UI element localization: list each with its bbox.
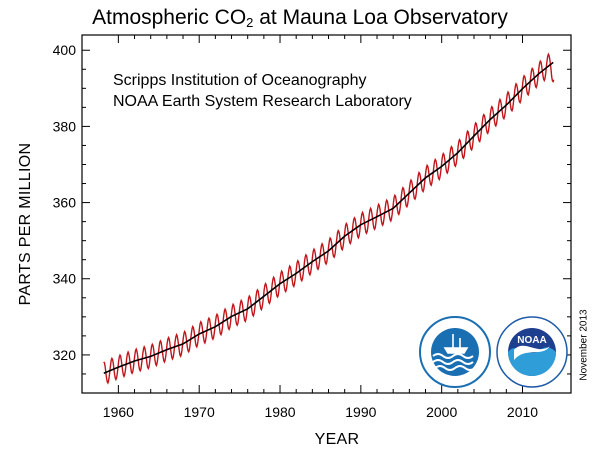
title-rest: at Mauna Loa Observatory (253, 6, 508, 29)
credit-line-2: NOAA Earth System Research Laboratory (113, 93, 412, 110)
chart-title: Atmospheric CO2 at Mauna Loa Observatory (0, 6, 600, 30)
x-axis-label: YEAR (314, 431, 360, 448)
plot-frame (81, 34, 572, 394)
noaa-logo-text: NOAA (517, 335, 546, 346)
y-tick-label: 320 (53, 347, 77, 363)
scripps-logo-ship (443, 334, 469, 354)
scripps-logo (419, 316, 491, 388)
x-tick-label: 2000 (426, 404, 457, 420)
x-tick-label: 1990 (345, 404, 376, 420)
y-tick-label: 340 (53, 271, 77, 287)
x-tick-label: 1960 (103, 404, 134, 420)
credit-block: Scripps Institution of Oceanography NOAA… (113, 70, 412, 112)
x-tick-label: 2010 (507, 404, 538, 420)
tick-group: 1960 1970 1980 1990 2000 2010 320 340 360 380 400 (53, 35, 571, 420)
y-tick-label: 400 (53, 42, 77, 58)
x-tick-label: 1980 (264, 404, 295, 420)
scripps-logo-waves (432, 353, 476, 371)
series-group (103, 52, 555, 385)
y-tick-label: 360 (53, 195, 77, 211)
monthly-co2-line (103, 52, 555, 385)
x-tick-label: 1970 (184, 404, 215, 420)
credit-line-1: Scripps Institution of Oceanography (113, 72, 367, 89)
y-tick-label: 380 (53, 118, 77, 134)
title-main: Atmospheric CO (92, 6, 247, 29)
noaa-logo-gull (514, 345, 550, 360)
trend-co2-line (103, 61, 554, 374)
noaa-logo: NOAA (496, 316, 568, 388)
title-subscript: 2 (246, 15, 254, 30)
